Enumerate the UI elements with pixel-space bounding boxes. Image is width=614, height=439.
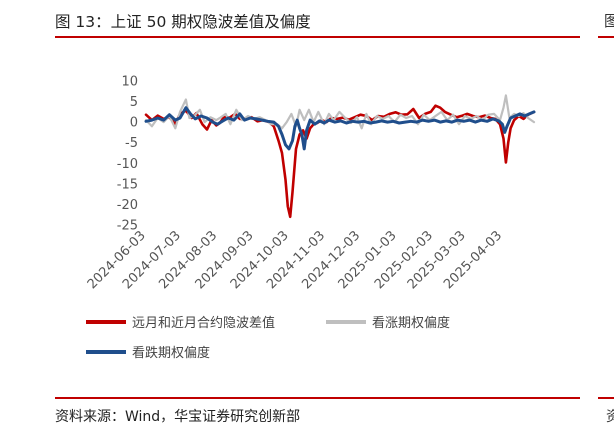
next-figure-footer-divider [598,397,614,399]
y-tick-label: 0 [130,116,138,131]
y-tick-label: -25 [117,219,138,234]
series-line-2 [144,94,536,130]
y-tick-label: -5 [125,136,138,151]
series-layer [144,94,536,219]
next-figure-source-fragment: 资 [606,409,614,425]
next-figure-title-fragment: 图 [604,12,614,30]
x-axis: 2024-06-032024-07-032024-08-032024-09-03… [85,228,505,292]
chart-title: 图 13：上证 50 期权隐波差值及偏度 [55,13,311,31]
source-note: 资料来源：Wind，华宝证券研究创新部 [55,409,301,425]
next-figure-divider [598,36,614,38]
legend-label: 看涨期权偏度 [372,315,450,331]
footer-divider [55,397,580,399]
y-tick-label: 5 [130,95,138,110]
series-line-3 [144,106,536,151]
y-tick-label: -20 [117,198,138,213]
y-tick-label: -15 [117,177,138,192]
legend-label: 远月和近月合约隐波差值 [132,315,275,331]
y-axis: 10 5 0 -5 -10 -15 -20 -25 [117,75,138,234]
y-tick-label: -10 [117,157,138,172]
title-divider [55,36,580,38]
legend-label: 看跌期权偏度 [132,345,210,361]
y-tick-label: 10 [121,75,138,90]
